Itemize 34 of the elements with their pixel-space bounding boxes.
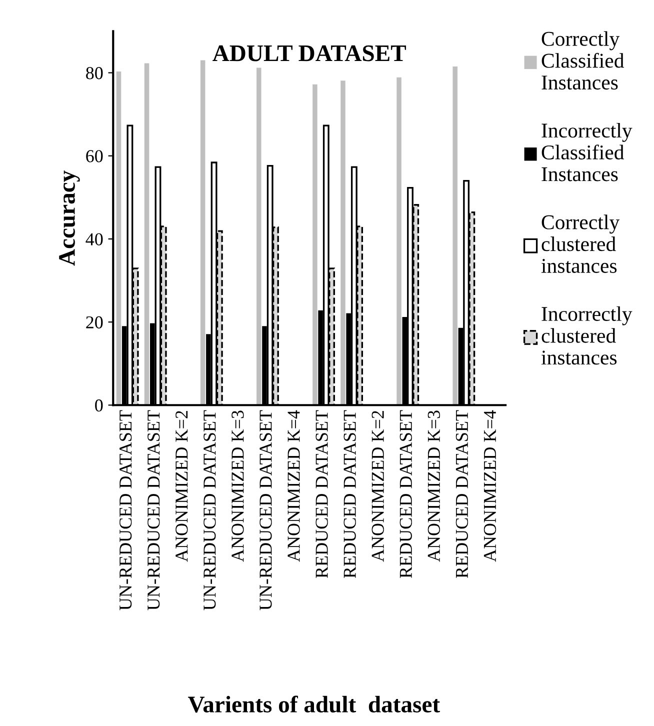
y-tick-label: 60 — [86, 150, 103, 162]
x-tick-label: UN-REDUCED DATASET — [120, 410, 132, 610]
x-tick-label: UN-REDUCED DATASET — [204, 410, 216, 610]
x-tick-label: ANONIMIZED K=3 — [428, 410, 440, 562]
bar — [396, 77, 402, 406]
bar — [116, 72, 122, 406]
chart-title: ADULT DATASET — [212, 45, 406, 62]
y-tick-label: 20 — [86, 316, 103, 328]
x-tick-label: REDUCED DATASET — [456, 410, 468, 578]
bar — [312, 84, 318, 406]
legend-label: Incorrectly Classified Instances — [542, 122, 632, 182]
y-tick-label: 40 — [86, 233, 103, 246]
x-tick-label: REDUCED DATASET — [400, 410, 412, 578]
bar — [200, 60, 206, 406]
y-axis-title: Accuracy — [59, 170, 80, 266]
x-axis-title: Varients of adult dataset — [188, 696, 440, 713]
x-tick-label: ANONIMIZED K=4 — [288, 410, 300, 562]
y-tick-label: 0 — [95, 399, 103, 412]
bar — [340, 80, 346, 406]
y-tick-label: 80 — [86, 67, 103, 80]
legend-label: Correctly clustered instances — [541, 214, 620, 273]
legend-label: Incorrectly clustered instances — [541, 306, 632, 365]
x-tick-label: REDUCED DATASET — [316, 410, 328, 578]
x-tick-label: UN-REDUCED DATASET — [260, 410, 272, 610]
bar — [144, 63, 150, 406]
bar — [256, 68, 262, 406]
x-tick-label: ANONIMIZED K=3 — [232, 410, 244, 562]
x-tick-label: ANONIMIZED K=2 — [372, 410, 384, 562]
legend-label: Correctly Classified Instances — [542, 31, 624, 90]
bar — [452, 66, 458, 406]
x-tick-label: REDUCED DATASET — [344, 410, 356, 578]
x-tick-label: ANONIMIZED K=4 — [484, 410, 496, 562]
x-tick-label: UN-REDUCED DATASET — [148, 410, 160, 610]
x-tick-label: ANONIMIZED K=2 — [176, 410, 188, 562]
